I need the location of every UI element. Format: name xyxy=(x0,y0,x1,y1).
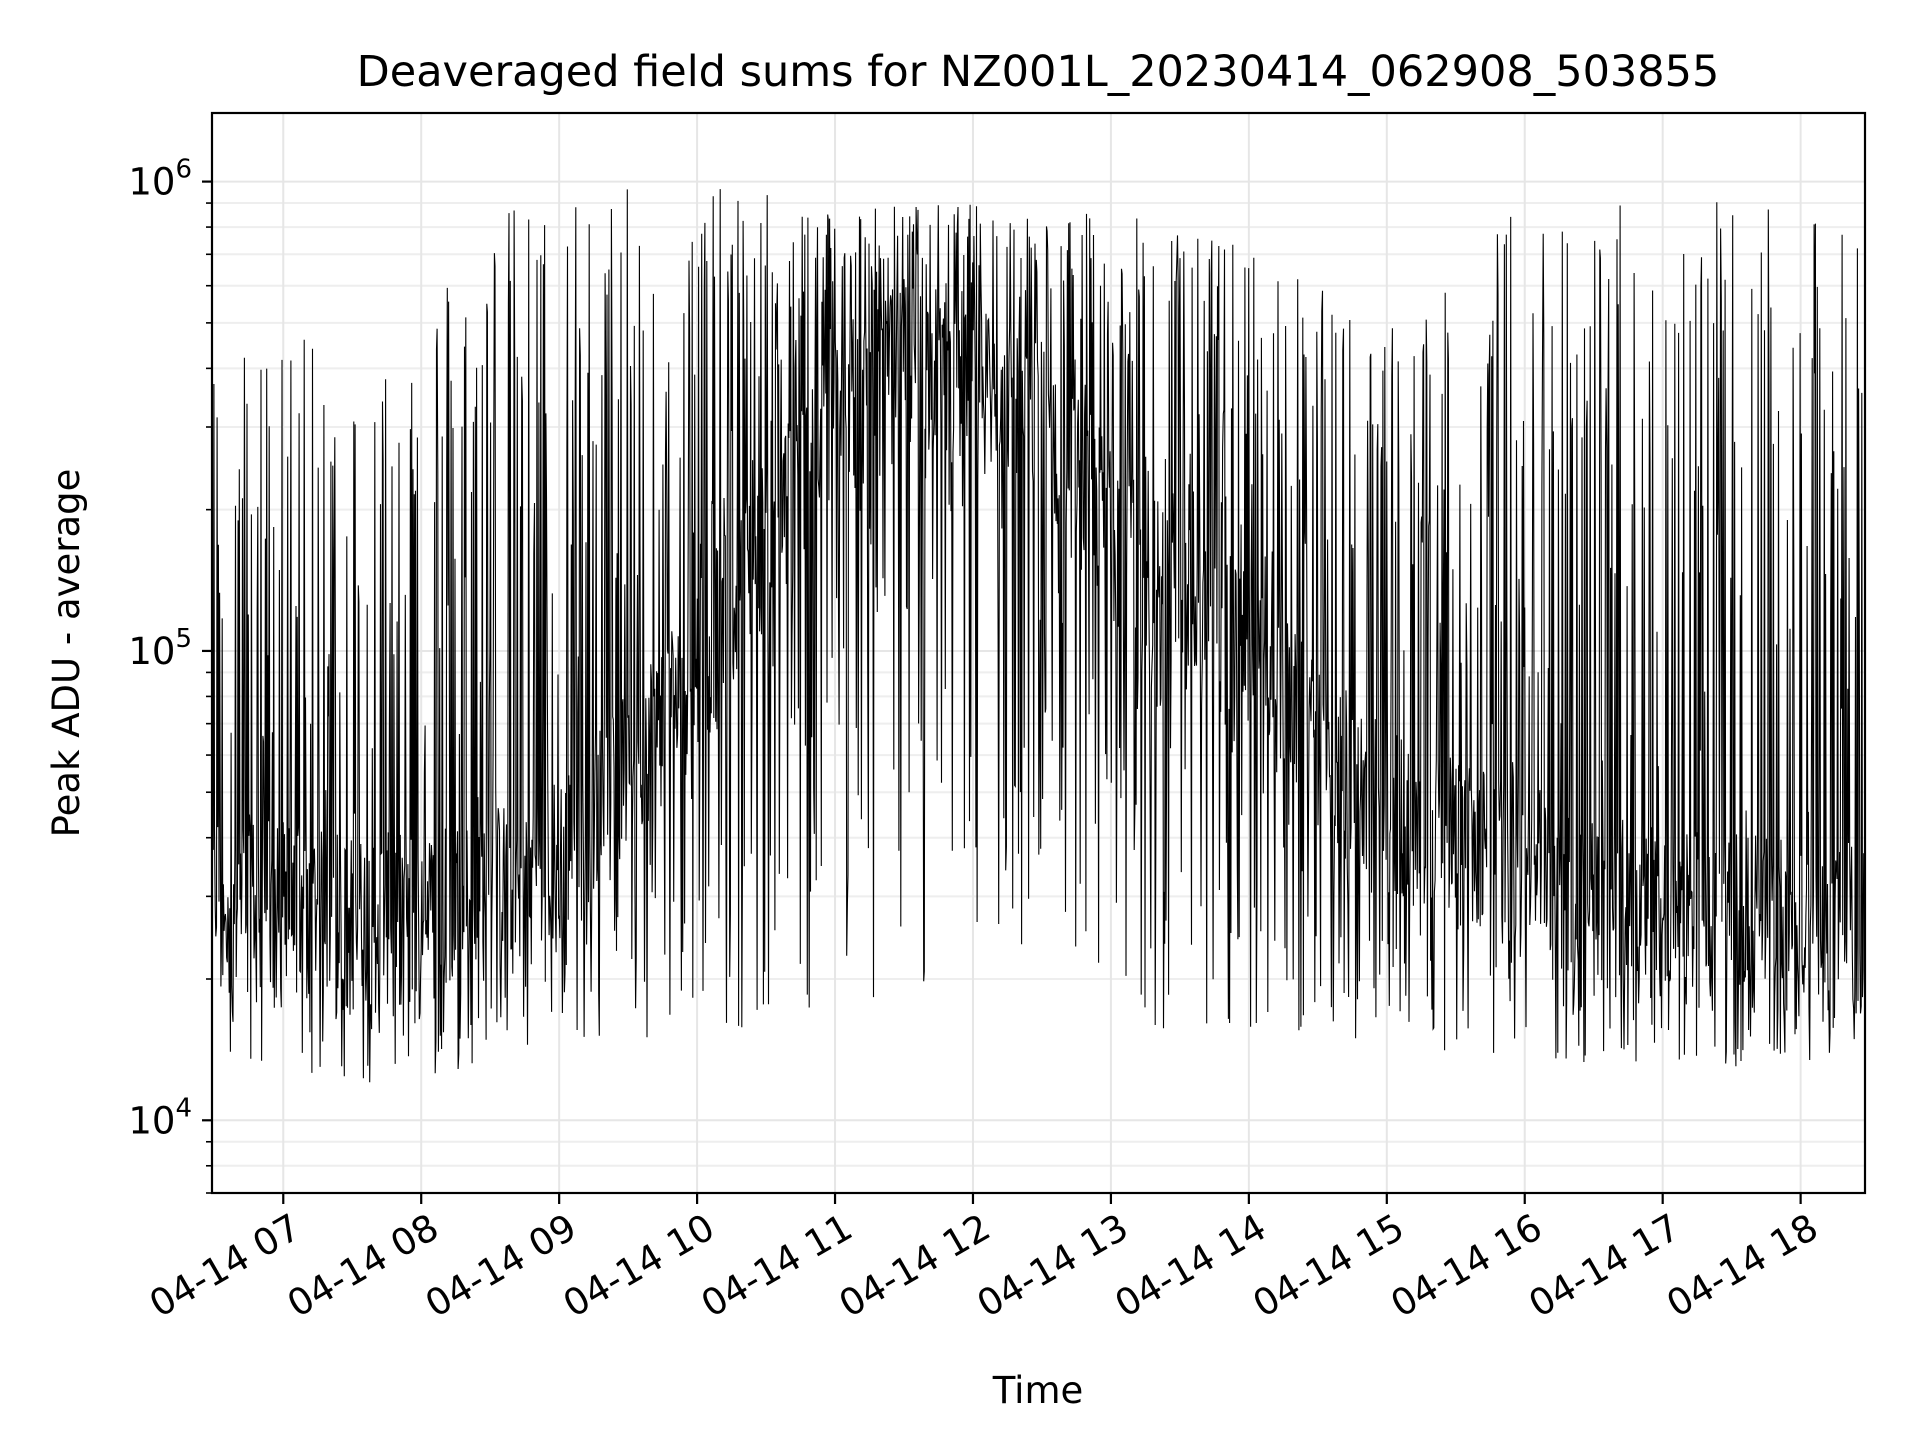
x-tick-label: 04-14 15 xyxy=(1246,1206,1412,1326)
x-tick-label: 04-14 09 xyxy=(418,1206,584,1326)
y-tick-label: 104 xyxy=(128,1093,192,1142)
x-tick-label: 04-14 11 xyxy=(694,1206,860,1326)
y-tick-base: 10 xyxy=(128,1099,175,1142)
series-layer xyxy=(211,189,1866,1083)
x-axis-label: Time xyxy=(992,1369,1084,1412)
y-tick-exponent: 4 xyxy=(175,1093,192,1123)
y-tick-exponent: 5 xyxy=(175,624,192,654)
y-tick-label: 106 xyxy=(128,155,192,204)
x-tick-label: 04-14 12 xyxy=(832,1206,998,1326)
series-line xyxy=(211,189,1866,1083)
x-tick-label: 04-14 13 xyxy=(970,1206,1136,1326)
chart-title: Deaveraged field sums for NZ001L_2023041… xyxy=(357,47,1720,97)
x-tick-label: 04-14 14 xyxy=(1108,1206,1274,1326)
y-axis-label: Peak ADU - average xyxy=(45,469,88,838)
x-tick-label: 04-14 08 xyxy=(280,1206,446,1326)
x-tick-label: 04-14 10 xyxy=(556,1206,722,1326)
x-tick-label: 04-14 07 xyxy=(142,1206,308,1326)
y-tick-label: 105 xyxy=(128,624,192,673)
y-tick-exponent: 6 xyxy=(175,155,192,185)
x-tick-label: 04-14 16 xyxy=(1384,1206,1550,1326)
x-tick-label: 04-14 18 xyxy=(1660,1206,1826,1326)
plot-frame xyxy=(210,111,1867,1195)
y-tick-base: 10 xyxy=(128,161,175,204)
x-tick-label: 04-14 17 xyxy=(1522,1206,1688,1326)
y-tick-base: 10 xyxy=(128,630,175,673)
